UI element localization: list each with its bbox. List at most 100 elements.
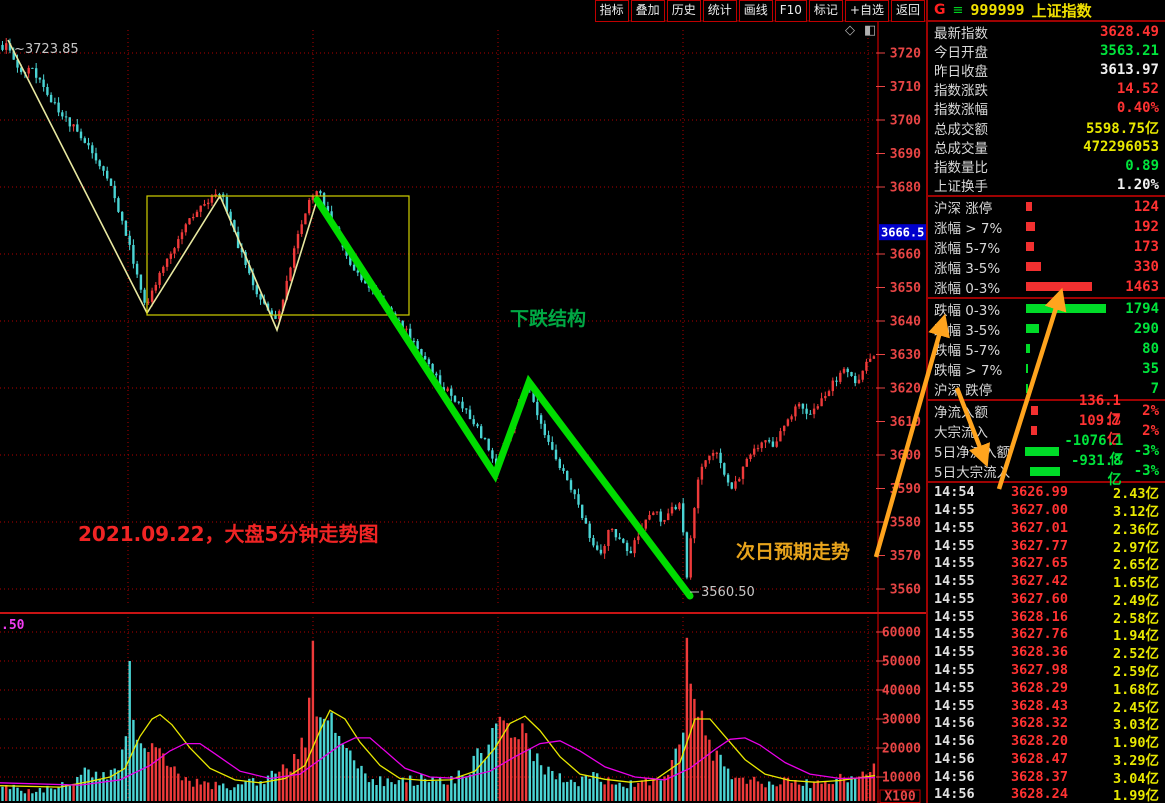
tick-time: 14:55 xyxy=(934,661,975,678)
menu-item-drawline[interactable]: 画线 xyxy=(738,0,773,22)
svg-text:~3723.85: ~3723.85 xyxy=(14,42,79,57)
security-code: 999999 xyxy=(970,1,1025,19)
flow-row: 5日净流入额 -1076.1亿 -3% xyxy=(928,433,1165,468)
flow-value: 136.1亿 xyxy=(1078,392,1121,428)
annotation-layer: ~3723.853560.50下跌结构2021.09.22，大盘5分钟走势图次日… xyxy=(1,42,926,803)
hamburger-icon[interactable]: ≡ xyxy=(952,2,964,18)
tick-row: 14:55 3627.00 3.12亿 xyxy=(928,501,1165,520)
breadth-bar xyxy=(1026,242,1034,252)
breadth-bar-track xyxy=(1026,324,1107,334)
tick-amount: 3.29亿 xyxy=(1112,752,1159,769)
flow-pct: 2% xyxy=(1142,402,1159,419)
breadth-label: 沪深 涨停 xyxy=(934,200,993,217)
quote-label: 指数涨跌 xyxy=(934,83,988,100)
tick-time: 14:55 xyxy=(934,573,975,590)
tick-row: 14:56 3628.24 1.99亿 xyxy=(928,785,1165,803)
tick-amount: 2.45亿 xyxy=(1112,699,1159,716)
quote-label: 今日开盘 xyxy=(934,44,988,61)
quote-value: 3613.97 xyxy=(1099,61,1159,78)
tick-row: 14:55 3627.42 1.65亿 xyxy=(928,572,1165,591)
breadth-value: 1463 xyxy=(1125,278,1159,295)
tick-time: 14:56 xyxy=(934,750,975,767)
svg-text:3640: 3640 xyxy=(890,315,921,330)
svg-text:.50: .50 xyxy=(1,618,25,633)
quote-label: 总成交额 xyxy=(934,121,988,138)
breadth-row: 跌幅 > 7% 35 xyxy=(928,359,1165,379)
svg-text:3720: 3720 xyxy=(890,47,921,62)
flow-row: 净流入额 136.1亿 2% xyxy=(928,393,1165,428)
quote-value: 14.52 xyxy=(1116,81,1159,98)
flow-pct: 2% xyxy=(1142,422,1159,439)
svg-text:30000: 30000 xyxy=(882,713,921,728)
tick-amount: 2.52亿 xyxy=(1112,646,1159,663)
breadth-value: 290 xyxy=(1133,320,1159,337)
quote-value: 3563.21 xyxy=(1099,42,1159,59)
quote-row: 总成交量 472296053 xyxy=(928,137,1165,157)
menu-item-back[interactable]: 返回 xyxy=(890,0,925,22)
price-volume-chart[interactable]: 3720 3710 3700 3690 3680 3660 3650 3640 3630 3620… xyxy=(0,0,928,803)
breadth-bar-track xyxy=(1026,282,1107,292)
flow-bar-track xyxy=(1031,406,1073,416)
tick-time: 14:55 xyxy=(934,555,975,572)
tick-row: 14:55 3627.60 2.49亿 xyxy=(928,590,1165,609)
svg-text:3680: 3680 xyxy=(890,181,921,196)
tick-price: 3627.60 xyxy=(1011,590,1068,607)
flow-label: 5日净流入额 xyxy=(934,445,1011,462)
svg-text:3580: 3580 xyxy=(890,516,921,531)
svg-text:10000: 10000 xyxy=(882,771,921,786)
breadth-bar-track xyxy=(1026,344,1107,354)
tick-amount: 1.68亿 xyxy=(1112,681,1159,698)
tick-price: 3626.99 xyxy=(1011,484,1068,501)
tick-price: 3628.29 xyxy=(1011,679,1068,696)
breadth-bar xyxy=(1026,222,1035,232)
flow-bar xyxy=(1031,406,1038,416)
quote-row: 指数涨幅 0.40% xyxy=(928,99,1165,118)
tick-price: 3627.01 xyxy=(1011,519,1068,536)
tick-amount: 1.90亿 xyxy=(1112,735,1159,752)
menu-item-indicator[interactable]: 指标 xyxy=(594,0,629,22)
panel-header: G ≡ 999999 上证指数 xyxy=(928,0,1165,22)
quote-row: 指数涨跌 14.52 xyxy=(928,80,1165,99)
svg-text:3710: 3710 xyxy=(890,80,921,95)
tick-row: 14:55 3627.77 2.97亿 xyxy=(928,537,1165,556)
breadth-label: 沪深 跌停 xyxy=(934,382,993,399)
svg-text:3560.50: 3560.50 xyxy=(701,585,755,600)
tick-time: 14:56 xyxy=(934,786,975,803)
breadth-bar xyxy=(1026,262,1041,272)
split-panel-icon[interactable]: ◧ xyxy=(864,23,877,38)
quote-value: 3628.49 xyxy=(1099,23,1159,40)
tick-time: 14:56 xyxy=(934,733,975,750)
menu-item-f10[interactable]: F10 xyxy=(774,0,807,22)
tick-row: 14:55 3627.76 1.94亿 xyxy=(928,626,1165,644)
breadth-row: 跌幅 0-3% 1794 xyxy=(928,299,1165,319)
menu-item-overlay[interactable]: 叠加 xyxy=(630,0,665,22)
flow-bar-track xyxy=(1024,446,1064,456)
quote-label: 最新指数 xyxy=(934,25,988,42)
tick-amount: 2.58亿 xyxy=(1112,610,1159,627)
quote-section: 最新指数 3628.49 今日开盘 3563.21 昨日收盘 3613.97 指数涨跌 14.… xyxy=(928,22,1165,197)
tick-amount: 3.04亿 xyxy=(1112,770,1159,787)
breadth-label: 涨幅 5-7% xyxy=(934,240,1001,257)
quote-row: 上证换手 1.20% xyxy=(928,176,1165,195)
tick-time: 14:55 xyxy=(934,679,975,696)
tick-price: 3628.36 xyxy=(1011,644,1068,661)
tick-row: 14:55 3628.29 1.68亿 xyxy=(928,679,1165,698)
breadth-bar xyxy=(1026,324,1040,334)
quote-label: 指数量比 xyxy=(934,159,988,176)
menu-item-add-watch[interactable]: +自选 xyxy=(844,0,889,22)
menu-item-history[interactable]: 历史 xyxy=(666,0,701,22)
breadth-bar-track xyxy=(1026,364,1107,374)
quote-panel: G ≡ 999999 上证指数 最新指数 3628.49 今日开盘 3563.21 昨日… xyxy=(926,0,1165,803)
breadth-value: 80 xyxy=(1142,340,1159,357)
menu-item-stats[interactable]: 统计 xyxy=(702,0,737,22)
svg-text:40000: 40000 xyxy=(882,684,921,699)
flow-label: 5日大宗流入 xyxy=(934,465,1011,482)
svg-text:60000: 60000 xyxy=(882,626,921,641)
menu-item-mark[interactable]: 标记 xyxy=(808,0,843,22)
diamond-icon[interactable]: ◇ xyxy=(845,23,855,38)
breadth-bar xyxy=(1026,364,1028,374)
breadth-label: 跌幅 0-3% xyxy=(934,302,1001,319)
flow-row: 5日大宗流入 -931.8亿 -3% xyxy=(928,453,1165,488)
quote-row: 今日开盘 3563.21 xyxy=(928,41,1165,61)
tick-row: 14:55 3627.98 2.59亿 xyxy=(928,661,1165,680)
